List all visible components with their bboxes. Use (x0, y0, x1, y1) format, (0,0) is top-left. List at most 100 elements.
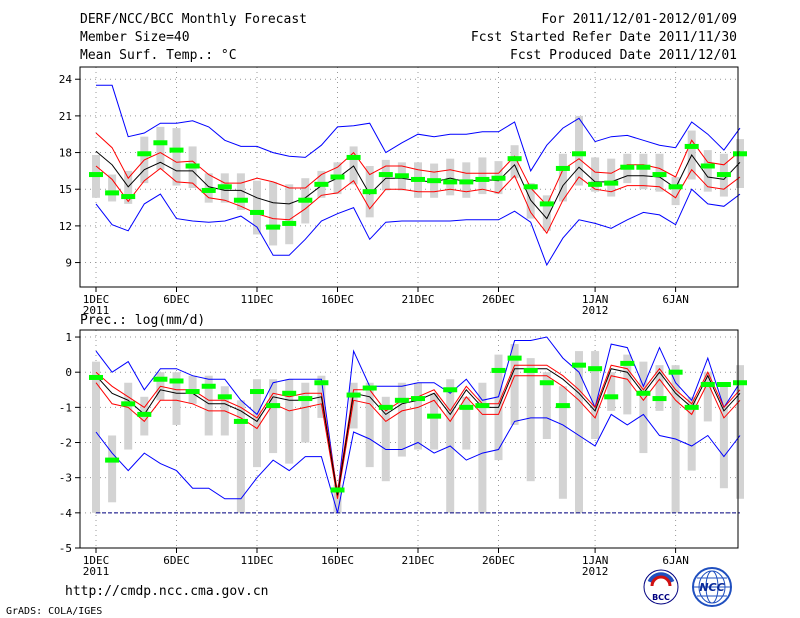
median-marker (411, 176, 425, 182)
spread-box (736, 139, 744, 188)
x-tick-label: 1DEC (83, 554, 110, 567)
median-marker (555, 403, 570, 409)
spread-box (172, 128, 181, 186)
median-marker (89, 172, 103, 178)
median-marker (89, 374, 103, 380)
forecast-period: For 2011/12/01-2012/01/09 (541, 12, 737, 27)
median-marker (394, 397, 409, 403)
spread-box (671, 177, 680, 206)
spread-box (591, 351, 600, 439)
median-marker (411, 396, 425, 402)
x-tick-label: 6DEC (163, 554, 190, 567)
median-marker (266, 403, 281, 409)
spread-box (253, 180, 261, 235)
median-marker (153, 140, 168, 146)
y-tick-label: -2 (59, 437, 72, 450)
spread-box (510, 145, 519, 179)
median-marker (250, 209, 264, 215)
x-tick-year: 2012 (582, 565, 609, 578)
spread-box (365, 382, 374, 468)
spread-box (253, 379, 261, 468)
spread-box (639, 153, 648, 190)
median-marker (443, 387, 458, 393)
y-tick-label: 21 (59, 110, 72, 123)
grads-credit: GrADS: COLA/IGES (6, 606, 102, 617)
median-marker (555, 165, 570, 171)
x-tick-label: 26DEC (482, 554, 515, 567)
spread-box (526, 358, 535, 482)
median-marker (491, 175, 506, 181)
spread-box (349, 382, 358, 429)
median-marker (201, 383, 216, 389)
y-tick-label: 18 (59, 147, 72, 160)
spread-box (108, 174, 117, 202)
spread-box (204, 375, 213, 436)
forecast-produced-date: Fcst Produced Date 2011/12/01 (510, 48, 737, 63)
median-marker (539, 380, 554, 386)
y-tick-label: 24 (59, 73, 73, 86)
spread-box (639, 361, 648, 454)
median-marker (282, 220, 297, 226)
median-marker (233, 418, 248, 424)
median-marker (588, 181, 603, 187)
median-marker (491, 367, 506, 373)
spread-box (236, 173, 245, 210)
median-marker (716, 172, 731, 178)
median-marker (716, 382, 731, 387)
median-marker (572, 151, 586, 157)
spread-box (414, 382, 422, 450)
x-tick-label: 11DEC (240, 554, 273, 567)
median-marker (362, 385, 377, 391)
ncc-logo-text: NCC (699, 581, 724, 594)
spread-box (381, 396, 390, 482)
median-marker (298, 197, 313, 203)
median-marker (137, 411, 152, 417)
spread-box (156, 126, 165, 170)
plot-frame (79, 329, 739, 549)
y-tick-label: 9 (65, 257, 72, 270)
median-marker (620, 360, 635, 366)
ncc-logo: NCC (692, 567, 732, 607)
spread-box (542, 195, 551, 231)
spread-box (736, 365, 744, 499)
spread-box (687, 396, 696, 471)
spread-box (269, 181, 278, 246)
min-line (95, 413, 741, 513)
median-marker (733, 151, 747, 157)
x-tick-year: 2011 (83, 304, 110, 317)
footer: http://cmdp.ncc.cma.gov.cn GrADS: COLA/I… (6, 567, 732, 617)
median-marker (346, 392, 361, 398)
variable-label: Mean Surf. Temp.: °C (80, 48, 237, 63)
spread-box (542, 372, 551, 439)
median-marker (459, 404, 474, 410)
spread-box (478, 157, 487, 195)
median-marker (362, 189, 377, 195)
median-marker (652, 396, 667, 402)
x-tick-year: 2011 (83, 565, 110, 578)
chart-title: DERF/NCC/BCC Monthly Forecast (80, 12, 307, 27)
spread-box (430, 393, 439, 450)
source-url[interactable]: http://cmdp.ncc.cma.gov.cn (65, 584, 269, 599)
x-tick-label: 1JAN (582, 293, 609, 306)
median-marker (572, 362, 586, 368)
spread-box (510, 344, 519, 425)
x-tick-label: 6JAN (662, 293, 689, 306)
plot-frame (79, 66, 739, 288)
median-marker (443, 179, 458, 185)
max-line (96, 84, 741, 173)
median-marker (475, 176, 490, 182)
median-marker (620, 164, 635, 170)
spread-box (575, 115, 583, 186)
spread-box (172, 372, 181, 425)
median-marker (378, 172, 393, 178)
spread-box (558, 386, 567, 499)
x-tick-label: 6DEC (163, 293, 190, 306)
member-size-label: Member Size=40 (80, 30, 190, 45)
median-marker (652, 172, 667, 178)
median-marker (217, 184, 232, 190)
forecast-started-date: Fcst Started Refer Date 2011/11/30 (470, 30, 737, 45)
spread-box (92, 361, 100, 513)
median-marker (378, 404, 393, 410)
median-marker (169, 147, 184, 153)
